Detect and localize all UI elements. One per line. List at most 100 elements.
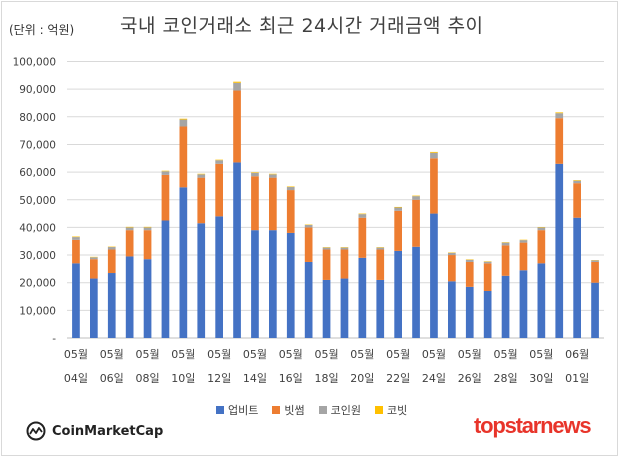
x-tick-label-day: 08일: [135, 371, 159, 385]
bar-segment-bithumb: [340, 249, 349, 279]
bar-segment-upbit: [179, 187, 188, 338]
bar-segment-bithumb: [394, 210, 402, 251]
bar-segment-upbit: [555, 163, 564, 338]
bar-segment-upbit: [412, 246, 420, 338]
x-tick-label-month: 05월: [135, 348, 159, 361]
bar-segment-coinone: [125, 227, 134, 231]
x-tick-label-day: 24일: [422, 371, 446, 385]
bar-segment-upbit: [197, 223, 206, 338]
bar-segment-bithumb: [161, 174, 170, 221]
x-tick-label-month: 05월: [64, 348, 88, 361]
x-tick-label-month: 05월: [314, 348, 338, 361]
bar-segment-coinone: [286, 187, 295, 191]
bar-segment-korbit: [251, 172, 259, 173]
y-tick-label: 80,000: [19, 112, 56, 124]
bar-segment-upbit: [233, 162, 241, 338]
bar-segment-bithumb: [179, 126, 188, 188]
bar-segment-upbit: [161, 220, 170, 338]
legend-label-coinone: 코인원: [330, 404, 361, 417]
legend-swatch-bithumb: [272, 406, 281, 414]
bar-segment-upbit: [573, 217, 581, 338]
bar-segment-upbit: [304, 261, 313, 338]
bar-segment-upbit: [519, 270, 528, 338]
bar-segment-coinone: [465, 259, 474, 262]
bar-segment-bithumb: [143, 230, 152, 260]
bar-segment-bithumb: [72, 239, 80, 264]
bar-segment-bithumb: [125, 230, 134, 257]
x-tick-label-day: 01일: [565, 371, 589, 385]
bar-segment-bithumb: [322, 249, 331, 280]
bar-segment-coinone: [555, 113, 564, 119]
bar-segment-bithumb: [358, 217, 367, 258]
bar-segment-korbit: [573, 180, 581, 181]
bar-segment-coinone: [269, 174, 277, 178]
bar-segment-korbit: [197, 173, 206, 175]
coinmarketcap-icon: [26, 421, 46, 441]
x-tick-label-month: 05월: [171, 348, 195, 361]
bar-segment-korbit: [179, 118, 188, 120]
coinmarketcap-text: CoinMarketCap: [52, 423, 164, 439]
bar-segment-bithumb: [107, 249, 116, 274]
bar-segment-upbit: [322, 279, 331, 338]
y-tick-label: 70,000: [19, 139, 56, 151]
bar-segment-coinone: [591, 260, 599, 262]
x-tick-label-day: 18일: [314, 371, 338, 385]
bar-segment-upbit: [591, 282, 599, 338]
bar-segment-bithumb: [537, 230, 546, 264]
x-tick-label-month: 05월: [422, 348, 446, 361]
bar-segment-korbit: [72, 236, 80, 238]
x-tick-label-day: 10일: [171, 371, 195, 385]
bar-segment-bithumb: [412, 199, 420, 247]
bar-segment-bithumb: [430, 158, 438, 214]
legend-item-coinone: 코인원: [318, 402, 361, 418]
x-tick-label-day: 12일: [207, 371, 231, 385]
y-tick-label: 60,000: [19, 167, 56, 179]
bar-segment-upbit: [358, 257, 367, 338]
bar-segment-coinone: [143, 227, 152, 231]
bar-segment-korbit: [233, 81, 241, 83]
bar-segment-bithumb: [269, 177, 277, 231]
x-tick-label-month: 05월: [279, 348, 303, 361]
bar-segment-coinone: [251, 172, 259, 177]
bar-segment-coinone: [412, 196, 420, 200]
bar-segment-bithumb: [233, 90, 241, 163]
bar-segment-bithumb: [555, 118, 564, 164]
bar-segment-korbit: [412, 195, 420, 197]
bar-segment-korbit: [269, 173, 277, 175]
bar-segment-coinone: [72, 237, 80, 240]
bar-segment-coinone: [90, 257, 98, 260]
x-tick-label-month: 05월: [100, 348, 124, 361]
coinmarketcap-logo: CoinMarketCap: [26, 421, 163, 441]
bar-segment-bithumb: [591, 261, 599, 283]
bar-segment-bithumb: [519, 242, 528, 271]
bar-segment-coinone: [107, 247, 116, 250]
bar-segment-bithumb: [286, 190, 295, 233]
x-tick-label-month: 05월: [458, 348, 482, 361]
legend-label-korbit: 코빗: [387, 404, 408, 417]
bar-segment-korbit: [358, 213, 367, 215]
bar-segment-upbit: [215, 216, 223, 338]
x-tick-label-month: 06월: [565, 348, 589, 361]
bar-segment-coinone: [304, 224, 313, 228]
y-tick-label: 20,000: [19, 278, 56, 290]
bar-segment-upbit: [376, 279, 385, 338]
x-tick-label-day: 14일: [243, 371, 267, 385]
bar-segment-coinone: [519, 240, 528, 243]
topstarnews-logo: topstarnews: [474, 413, 592, 438]
y-tick-label: 50,000: [19, 195, 56, 207]
bar-segment-upbit: [537, 263, 546, 338]
x-tick-label-month: 05월: [207, 348, 231, 361]
bar-segment-coinone: [233, 82, 241, 91]
bar-segment-upbit: [483, 290, 492, 338]
chart-legend: 업비트 빗썸 코인원 코빗: [216, 402, 407, 418]
y-tick-label: 30,000: [19, 250, 56, 262]
bar-segment-upbit: [107, 273, 116, 338]
bar-segment-upbit: [448, 281, 456, 338]
bar-segment-upbit: [269, 230, 277, 338]
bar-segment-upbit: [501, 275, 510, 338]
bar-segment-coinone: [179, 119, 188, 127]
y-tick-label: 100,000: [13, 57, 56, 69]
bar-segment-korbit: [125, 226, 134, 228]
